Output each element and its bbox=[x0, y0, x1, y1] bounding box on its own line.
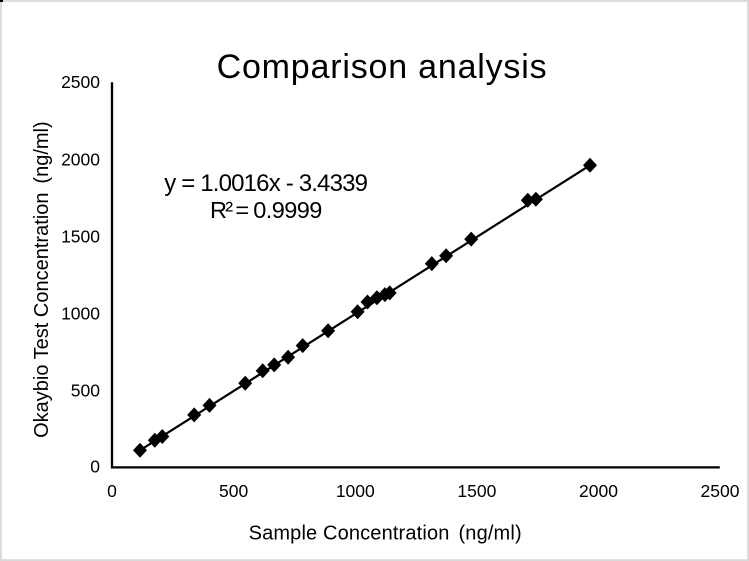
svg-text:Comparison analysis: Comparison analysis bbox=[217, 48, 548, 86]
svg-text:Sample Concentration(ng/ml): Sample Concentration (ng/ml) bbox=[249, 522, 522, 544]
svg-text:y = 1.0016x - 3.4339: y = 1.0016x - 3.4339 bbox=[164, 170, 367, 197]
svg-text:R² = 0.9999: R² = 0.9999 bbox=[210, 197, 322, 223]
svg-text:Okaybio Test Concentration(ng/: Okaybio Test Concentration(ng/ml) bbox=[31, 121, 53, 438]
svg-text:1000: 1000 bbox=[61, 304, 100, 324]
svg-text:2000: 2000 bbox=[579, 481, 618, 501]
svg-text:1500: 1500 bbox=[457, 481, 496, 501]
svg-text:500: 500 bbox=[71, 381, 100, 401]
svg-text:0: 0 bbox=[90, 457, 100, 477]
svg-text:500: 500 bbox=[219, 481, 248, 501]
svg-text:1000: 1000 bbox=[336, 481, 375, 501]
svg-text:2500: 2500 bbox=[61, 72, 100, 92]
svg-text:0: 0 bbox=[107, 481, 117, 501]
svg-text:2000: 2000 bbox=[61, 150, 100, 170]
svg-text:1500: 1500 bbox=[61, 227, 100, 247]
svg-text:2500: 2500 bbox=[701, 481, 740, 501]
